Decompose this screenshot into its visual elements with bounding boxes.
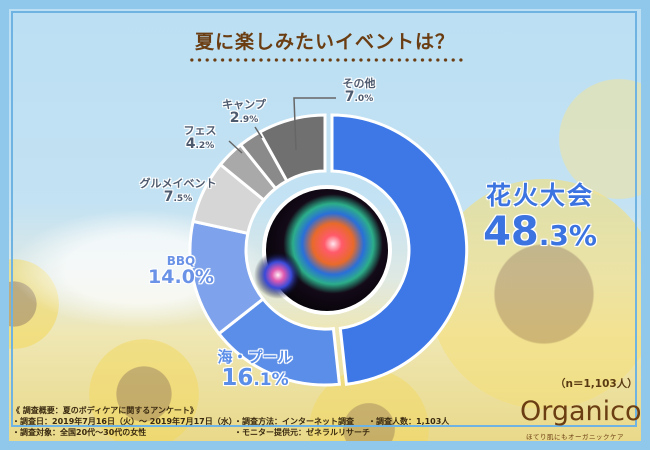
- sample-size: （n＝1,103人）: [555, 378, 638, 390]
- leader-line-other: [293, 97, 336, 151]
- survey-target: ・調査対象：全国20代～30代の女性: [12, 428, 147, 437]
- label-hanabi: 花火大会 48.3%: [483, 181, 597, 256]
- leader-line-fes: [228, 140, 243, 154]
- slice-hanabi: [330, 113, 469, 386]
- label-umi: 海・プール 16.1%: [217, 348, 293, 391]
- slice-other: [257, 113, 327, 184]
- survey-heading: 《 調査概要：夏のボディケアに関するアンケート》: [12, 406, 198, 415]
- survey-date: ・調査日：2019年7月16日（火）～ 2019年7月17日（水）: [12, 417, 237, 426]
- label-other: その他 7.0%: [342, 77, 376, 105]
- label-camp: キャンプ 2.9%: [222, 98, 266, 126]
- inner-panel-border: [11, 11, 637, 427]
- title-dotted-divider: [188, 58, 464, 62]
- leader-line-camp: [254, 126, 263, 139]
- chart-title: 夏に楽しみたいイベントは？: [194, 31, 455, 53]
- organico-logo: Organico: [520, 396, 642, 427]
- survey-note: 《 調査概要：夏のボディケアに関するアンケート》 ・調査日：2019年7月16日…: [12, 405, 449, 438]
- brand-tagline: ほてり肌にもオーガニックケア: [526, 433, 624, 441]
- label-gourmet: グルメイベント 7.5%: [139, 177, 217, 205]
- label-bbq: BBQ 14.0%: [148, 254, 214, 288]
- survey-provider: ・モニター提供元：ゼネラルリサーチ: [234, 428, 370, 437]
- survey-method: ・調査方法：インターネット調査: [234, 417, 354, 426]
- survey-count: ・調査人数：1,103人: [368, 417, 450, 426]
- label-fes: フェス 4.2%: [183, 124, 217, 152]
